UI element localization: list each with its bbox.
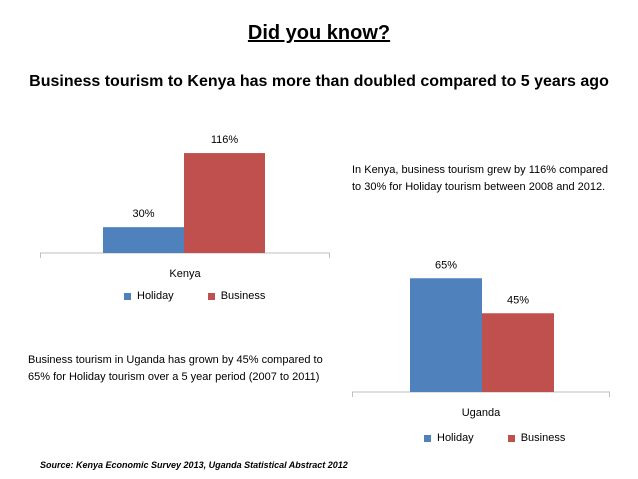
kenya-data-label-business: 116% xyxy=(211,134,239,146)
page-subtitle: Business tourism to Kenya has more than … xyxy=(29,73,609,90)
uganda-category-label: Uganda xyxy=(462,407,501,419)
page-title: Did you know? xyxy=(247,22,391,44)
uganda-chart-plot: 65% 45% Uganda xyxy=(352,259,610,419)
uganda-data-label-holiday: 65% xyxy=(435,259,457,271)
kenya-legend-holiday-swatch xyxy=(124,292,131,300)
uganda-legend-business: Business xyxy=(507,432,566,444)
source-note: Source: Kenya Economic Survey 2013, Ugan… xyxy=(40,460,348,470)
kenya-note-line2: to 30% for Holiday tourism between 2008 … xyxy=(352,181,606,193)
kenya-note-line1: In Kenya, business tourism grew by 116% … xyxy=(352,164,608,176)
uganda-legend-business-label: Business xyxy=(520,432,566,444)
uganda-legend-holiday-swatch xyxy=(424,434,431,442)
kenya-legend: Holiday Business xyxy=(124,290,265,302)
kenya-legend-holiday-label: Holiday xyxy=(137,290,174,302)
kenya-category-label: Kenya xyxy=(169,268,201,280)
kenya-bar-business xyxy=(184,153,265,253)
uganda-legend-holiday: Holiday xyxy=(424,432,474,444)
uganda-note: Business tourism in Uganda has grown by … xyxy=(28,352,323,386)
kenya-data-label-holiday: 30% xyxy=(132,208,154,220)
uganda-note-line2: 65% for Holiday tourism over a 5 year pe… xyxy=(28,371,320,383)
uganda-data-label-business: 45% xyxy=(507,294,529,306)
kenya-note: In Kenya, business tourism grew by 116% … xyxy=(352,162,608,196)
kenya-legend-holiday: Holiday xyxy=(124,290,174,302)
uganda-legend-business-swatch xyxy=(507,434,515,442)
uganda-legend-holiday-label: Holiday xyxy=(437,432,474,444)
kenya-legend-business: Business xyxy=(207,290,266,302)
kenya-legend-business-label: Business xyxy=(220,290,266,302)
kenya-bar-holiday xyxy=(103,227,184,253)
uganda-bar-business xyxy=(482,313,554,392)
kenya-legend-business-swatch xyxy=(207,292,215,300)
uganda-legend: Holiday Business xyxy=(424,432,565,444)
kenya-chart-plot: 30% 116% Kenya xyxy=(40,134,330,280)
kenya-chart: 30% 116% Kenya xyxy=(40,130,330,280)
uganda-bar-holiday xyxy=(410,278,482,392)
uganda-chart: 65% 45% Uganda xyxy=(352,259,612,422)
uganda-note-line1: Business tourism in Uganda has grown by … xyxy=(28,354,323,366)
